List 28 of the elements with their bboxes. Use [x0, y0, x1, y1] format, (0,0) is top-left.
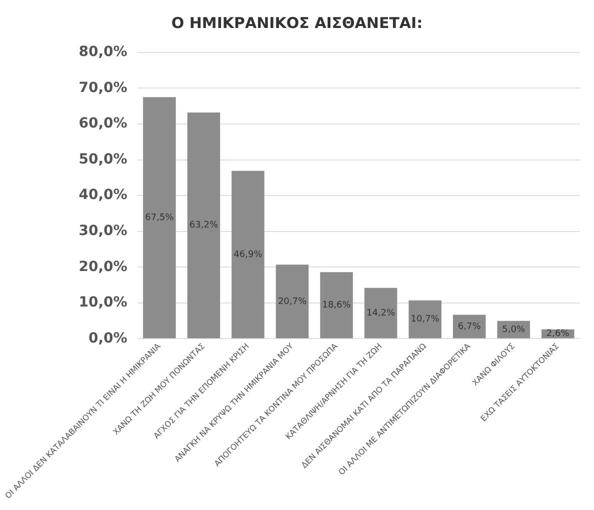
y-tick-label: 50,0%	[78, 151, 128, 168]
bar	[143, 97, 176, 338]
y-tick-label: 20,0%	[78, 258, 128, 275]
y-tick-label: 10,0%	[78, 294, 128, 311]
bar	[276, 264, 309, 338]
bar	[408, 300, 442, 338]
bar	[452, 314, 486, 338]
bar	[187, 112, 220, 338]
bar	[320, 272, 353, 338]
data-label: 2,6%	[546, 329, 570, 340]
y-tick-label: 30,0%	[78, 222, 128, 239]
data-label: 6,7%	[458, 322, 482, 332]
data-label: 63,2%	[189, 220, 218, 231]
y-tick-label: 70,0%	[78, 80, 128, 96]
data-label: 20,7%	[278, 296, 307, 307]
y-tick-label: 80,0%	[78, 44, 128, 60]
data-label: 67,5%	[145, 213, 174, 224]
data-label: 46,9%	[234, 250, 263, 260]
bar	[232, 170, 264, 338]
bar	[364, 288, 398, 338]
data-label: 18,6%	[322, 300, 352, 311]
y-tick-label: 40,0%	[78, 187, 128, 204]
y-tick-label: 0,0%	[88, 330, 128, 346]
data-label: 14,2%	[366, 308, 396, 318]
data-label: 10,7%	[410, 314, 440, 325]
chart-title: Ο ΗΜΙΚΡΑΝΙΚΟΣ ΑΙΣΘΑΝΕΤΑΙ:	[170, 14, 424, 34]
data-label: 5,0%	[502, 324, 526, 335]
y-tick-label: 60,0%	[78, 116, 128, 132]
